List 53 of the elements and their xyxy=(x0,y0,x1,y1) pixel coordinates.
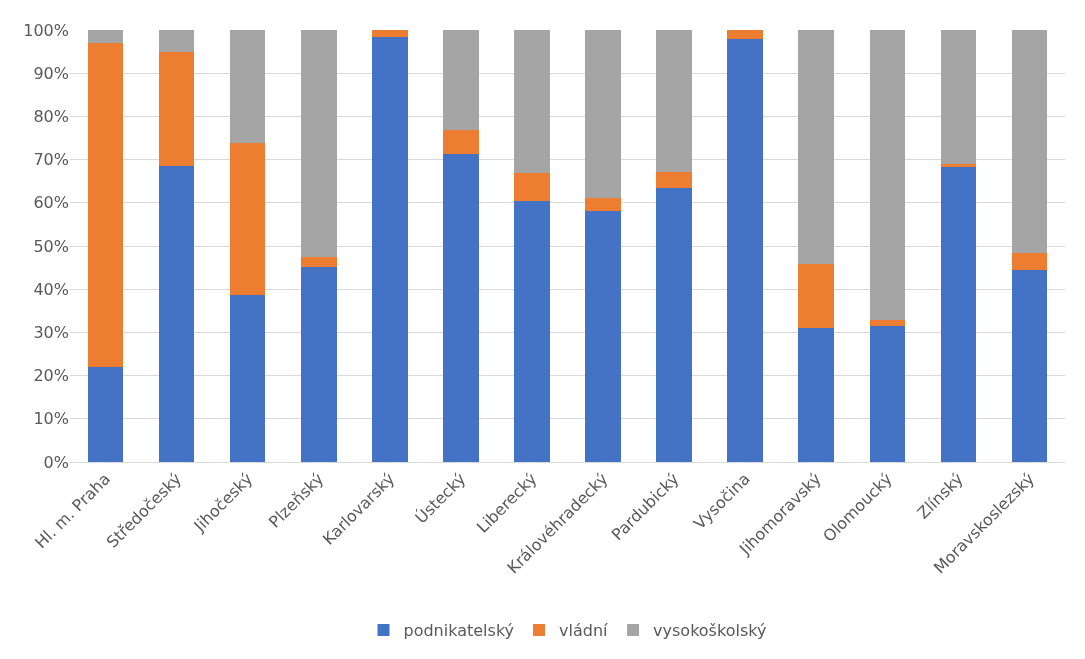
bar xyxy=(87,42,124,367)
y-tick-label: 100% xyxy=(23,20,69,40)
bar xyxy=(158,30,195,52)
bar xyxy=(656,187,692,462)
bar xyxy=(372,30,408,37)
bar xyxy=(229,143,266,295)
bar xyxy=(300,266,337,462)
bar xyxy=(514,200,550,462)
bar xyxy=(585,30,621,198)
y-tick-label: 0% xyxy=(43,452,69,472)
y-tick-label: 10% xyxy=(33,409,69,429)
bar xyxy=(229,294,266,462)
bar xyxy=(443,130,479,154)
bar xyxy=(514,172,550,201)
legend-label: podnikatelský xyxy=(403,621,515,641)
bar xyxy=(656,172,692,188)
bar xyxy=(372,36,408,462)
bar xyxy=(940,167,977,462)
legend-label: vysokoškolský xyxy=(653,621,767,641)
y-tick-label: 30% xyxy=(33,323,69,342)
bar xyxy=(1011,30,1048,253)
bar xyxy=(443,30,479,131)
bar xyxy=(158,51,195,167)
y-tick-label: 70% xyxy=(33,150,69,170)
y-tick-label: 20% xyxy=(33,366,69,386)
bar xyxy=(229,30,266,144)
bar xyxy=(727,30,763,39)
bar xyxy=(87,30,124,43)
bar xyxy=(158,166,195,462)
bar xyxy=(656,30,692,173)
y-tick-label: 40% xyxy=(33,279,69,299)
legend-label: vládní xyxy=(559,621,609,641)
bar xyxy=(87,366,124,462)
y-tick-label: 80% xyxy=(33,107,69,126)
y-tick-label: 50% xyxy=(33,236,69,256)
bar xyxy=(727,38,763,462)
bar xyxy=(585,197,621,212)
bar xyxy=(300,30,337,257)
y-tick-label: 90% xyxy=(33,63,69,83)
bar xyxy=(585,211,621,462)
bar xyxy=(869,325,906,462)
bar xyxy=(1011,269,1048,462)
bar xyxy=(798,30,835,264)
y-tick-label: 60% xyxy=(33,193,69,213)
bar xyxy=(300,256,337,267)
bar xyxy=(443,153,479,462)
bar xyxy=(940,30,977,164)
bar xyxy=(514,30,550,173)
bar xyxy=(1011,252,1048,270)
bar xyxy=(798,263,835,329)
bar xyxy=(869,30,906,320)
bar xyxy=(798,328,835,462)
bar xyxy=(869,319,906,326)
